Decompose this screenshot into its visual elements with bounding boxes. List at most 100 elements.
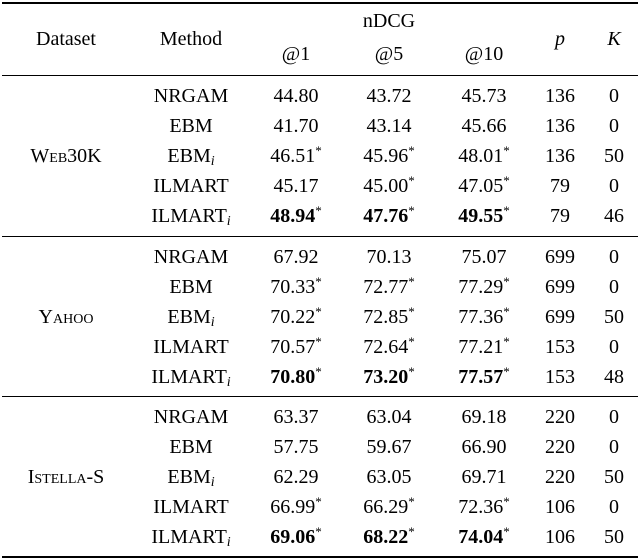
significance-marker: * bbox=[315, 334, 322, 349]
method-name: NRGAM bbox=[154, 84, 228, 108]
method-label: EBM bbox=[167, 466, 211, 488]
method-label: EBM bbox=[169, 276, 213, 298]
dataset-name: Web30K bbox=[30, 145, 102, 167]
ndcg-at5-value: 72.64* bbox=[363, 335, 415, 359]
ndcg-at1-value: 70.22* bbox=[270, 305, 322, 329]
significance-marker: * bbox=[408, 524, 415, 539]
significance-marker: * bbox=[315, 494, 322, 509]
score: 69.18 bbox=[461, 406, 507, 428]
significance-marker: * bbox=[315, 524, 322, 539]
score: 77.29 bbox=[458, 276, 504, 298]
p-value: 699 bbox=[545, 246, 575, 268]
method-label: ILMART bbox=[151, 366, 227, 388]
score: 44.80 bbox=[273, 85, 319, 107]
k-value: 0 bbox=[609, 276, 619, 298]
p-value: 136 bbox=[545, 145, 575, 167]
k-value: 0 bbox=[609, 406, 619, 428]
k-value: 0 bbox=[609, 175, 619, 197]
method-name: ILMARTi bbox=[151, 365, 231, 390]
method-label: NRGAM bbox=[153, 246, 229, 268]
ndcg-at1-value: 63.37 bbox=[274, 405, 319, 429]
ndcg-at1-value: 69.06* bbox=[270, 525, 322, 549]
dataset-name: Yahoo bbox=[38, 306, 94, 328]
score: 72.36 bbox=[458, 496, 504, 518]
method-name: EBMi bbox=[167, 144, 215, 169]
k-value: 50 bbox=[604, 145, 624, 167]
header-k: K bbox=[607, 28, 621, 50]
score: 70.22 bbox=[270, 306, 316, 328]
ndcg-at1-value: 41.70 bbox=[274, 114, 319, 138]
k-value: 0 bbox=[609, 85, 619, 107]
k-value: 0 bbox=[609, 436, 619, 458]
score: 75.07 bbox=[461, 246, 507, 268]
score: 77.21 bbox=[458, 336, 504, 358]
score: 70.13 bbox=[366, 246, 412, 268]
ndcg-at5-value: 66.29* bbox=[363, 495, 415, 519]
k-value: 0 bbox=[609, 115, 619, 137]
significance-marker: * bbox=[503, 304, 510, 319]
header-p: p bbox=[555, 28, 565, 50]
k-value: 50 bbox=[604, 526, 624, 548]
dataset-name: Istella-S bbox=[27, 466, 105, 488]
score: 73.20 bbox=[363, 366, 409, 388]
group-separator bbox=[2, 396, 638, 397]
method-label: NRGAM bbox=[153, 85, 229, 107]
method-subscript: i bbox=[226, 535, 231, 550]
significance-marker: * bbox=[503, 173, 510, 188]
ndcg-at5-value: 59.67 bbox=[367, 435, 412, 459]
k-value: 0 bbox=[609, 246, 619, 268]
method-name: EBM bbox=[169, 275, 212, 299]
score: 63.05 bbox=[366, 466, 412, 488]
score: 72.64 bbox=[363, 336, 409, 358]
score: 70.33 bbox=[270, 276, 316, 298]
method-subscript: i bbox=[226, 375, 231, 390]
group-separator bbox=[2, 236, 638, 237]
bottom-rule bbox=[2, 556, 638, 558]
ndcg-at10-value: 77.36* bbox=[458, 305, 510, 329]
ndcg-at5-value: 43.14 bbox=[367, 114, 412, 138]
significance-marker: * bbox=[315, 274, 322, 289]
ndcg-at10-value: 69.71 bbox=[462, 465, 507, 489]
score: 48.94 bbox=[270, 205, 316, 227]
significance-marker: * bbox=[408, 203, 415, 218]
significance-marker: * bbox=[503, 524, 510, 539]
p-value: 699 bbox=[545, 276, 575, 298]
significance-marker: * bbox=[408, 364, 415, 379]
score: 45.96 bbox=[363, 145, 409, 167]
method-subscript: i bbox=[210, 154, 215, 169]
method-name: EBM bbox=[169, 435, 212, 459]
significance-marker: * bbox=[408, 143, 415, 158]
significance-marker: * bbox=[503, 274, 510, 289]
score: 47.05 bbox=[458, 175, 504, 197]
score: 43.72 bbox=[366, 85, 412, 107]
score: 63.04 bbox=[366, 406, 412, 428]
header-method: Method bbox=[159, 28, 223, 50]
ndcg-at5-value: 73.20* bbox=[363, 365, 415, 389]
score: 48.01 bbox=[458, 145, 504, 167]
score: 68.22 bbox=[363, 526, 409, 548]
ndcg-at5-value: 70.13 bbox=[367, 245, 412, 269]
method-name: ILMARTi bbox=[151, 204, 230, 229]
p-value: 220 bbox=[545, 406, 575, 428]
method-name: ILMART bbox=[153, 174, 228, 198]
method-name: NRGAM bbox=[154, 405, 228, 429]
significance-marker: * bbox=[315, 364, 322, 379]
k-value: 48 bbox=[604, 366, 624, 388]
significance-marker: * bbox=[315, 304, 322, 319]
k-value: 50 bbox=[604, 466, 624, 488]
method-label: NRGAM bbox=[153, 406, 229, 428]
method-name: ILMART bbox=[153, 335, 228, 359]
p-value: 106 bbox=[545, 496, 575, 518]
ndcg-at1-value: 70.33* bbox=[270, 275, 322, 299]
ndcg-at10-value: 48.01* bbox=[458, 144, 510, 168]
ndcg-at5-value: 45.00* bbox=[363, 174, 415, 198]
ndcg-at5-value: 72.77* bbox=[363, 275, 415, 299]
header-at5: @5 bbox=[374, 43, 404, 65]
ndcg-at10-value: 77.29* bbox=[458, 275, 510, 299]
ndcg-at10-value: 69.18 bbox=[462, 405, 507, 429]
header-rule bbox=[2, 75, 638, 76]
method-label: ILMART bbox=[153, 175, 229, 197]
score: 72.77 bbox=[363, 276, 409, 298]
method-label: ILMART bbox=[153, 336, 229, 358]
score: 45.66 bbox=[461, 115, 507, 137]
